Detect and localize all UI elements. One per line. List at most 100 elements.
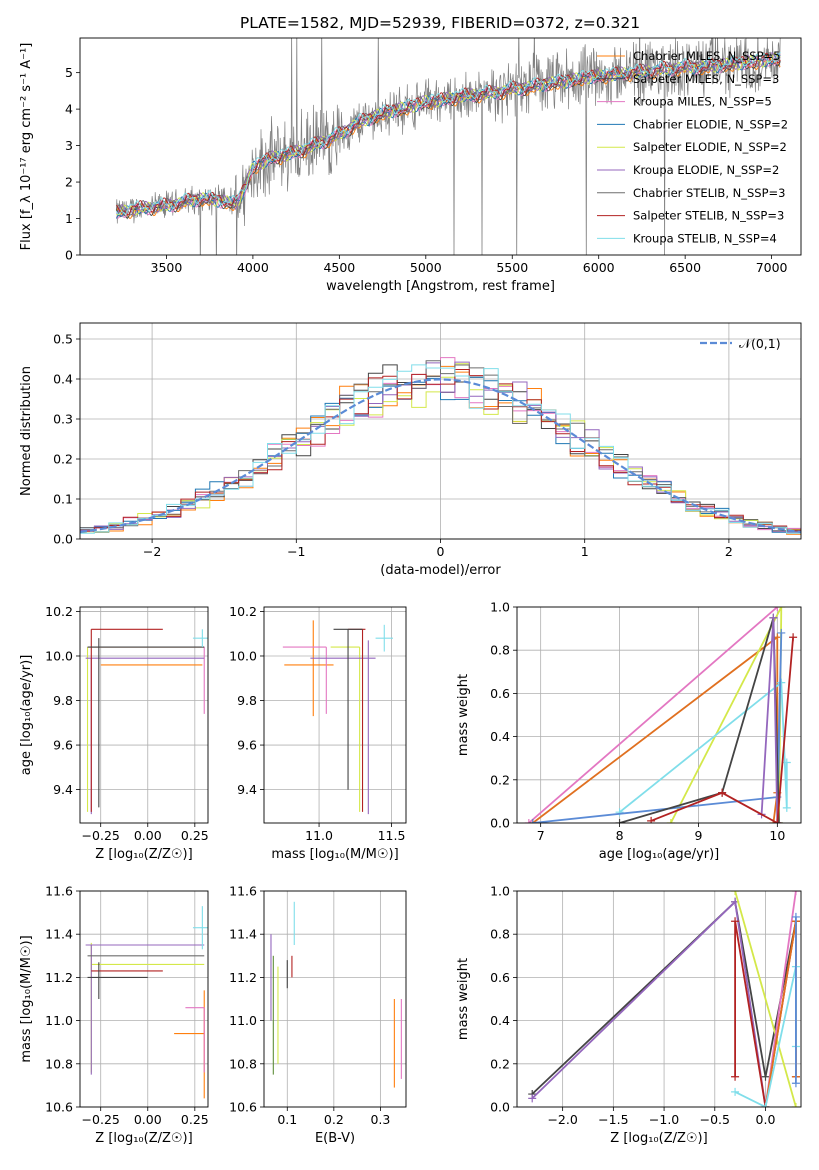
weight-marker [782,803,791,812]
gaussian-curve [80,378,801,534]
weight-marker [731,891,740,895]
spectrum-legend: Chabrier MILES, N_SSP=5 Salpeter MILES, N… [597,49,788,245]
y-tick-label: 0.0 [490,816,510,831]
weight-marker [528,819,537,823]
axes-frame [79,322,802,540]
x-axis-label: wavelength [Angstrom, rest frame] [326,279,555,294]
x-tick-label: 0.25 [181,828,209,843]
plot-area [115,38,781,255]
weight-line [532,632,783,823]
weight-marker [791,912,800,921]
x-tick-label: 5500 [496,260,528,275]
axes-frame [79,37,802,256]
y-tick-label: 0.0 [53,532,73,547]
weight-marker [777,678,786,687]
weight-line [669,607,783,823]
weight-series-8 [791,912,800,1088]
x-tick-label: 0.3 [370,1112,390,1127]
error-bar-point-2 [86,646,205,812]
y-tick-label: 11.4 [45,927,73,942]
x-tick-label: 0.2 [324,1112,344,1127]
weight-series-8 [647,633,798,823]
weight-marker [731,917,740,926]
error-bar-point-3 [185,1007,205,1073]
y-tick-label: 10.0 [45,648,73,663]
axes-frame [79,890,209,1108]
y-tick-label: 5 [65,65,73,80]
y-tick-label: 10.2 [229,604,257,619]
x-tick-label: 9 [694,828,702,843]
weight-marker [647,816,656,823]
legend-label-7: Chabrier STELIB, N_SSP=3 [633,186,785,200]
y-tick-label: 9.8 [53,693,73,708]
x-tick-label: 4500 [323,260,355,275]
y-tick-label: 11.2 [229,970,257,985]
x-tick-label: 2 [725,544,733,559]
weight-series-6 [761,917,800,1107]
x-tick-label: 6000 [583,260,615,275]
panel-weight-vs-Z: −2.0 −1.5 −1.0 −0.5 0.0 0.0 0.2 0.4 0.6 0.8 1.0 Z [… [456,884,802,1146]
model-spectrum-8 [116,52,781,216]
legend-label-4: Chabrier ELODIE, N_SSP=2 [633,117,788,131]
y-tick-label: 0.6 [490,686,510,701]
legend-label-5: Salpeter ELODIE, N_SSP=2 [633,140,787,154]
weight-marker [761,1103,770,1107]
error-bar-point-5 [348,628,366,812]
y-tick-label: 0.8 [490,643,510,658]
weight-marker [718,788,727,797]
y-tick-label: 2 [65,175,73,190]
weight-marker [615,808,624,817]
weight-line [532,635,779,823]
y-axis-label: mass [log₁₀(M/M☉)] [19,935,34,1062]
axes-frame [516,890,802,1108]
error-bar-point-6 [333,628,363,790]
y-tick-label: 0.8 [490,927,510,942]
figure-title: PLATE=1582, MJD=52939, FIBERID=0372, z=0… [240,14,640,32]
x-axis-label: Z [log₁₀(Z/Z☉)] [95,847,192,862]
plot-area [524,607,798,823]
y-axis-label: age [log₁₀(age/yr)] [19,655,34,776]
x-tick-label: 6500 [669,260,701,275]
error-bar-point-2 [330,646,361,812]
error-bar-point-5 [90,628,163,812]
y-tick-label: 0.2 [53,452,73,467]
y-tick-label: 11.6 [45,884,73,899]
gaussian-legend-label: 𝒩(0,1) [739,336,781,351]
weight-marker [789,633,798,642]
weight-series-4 [731,891,800,1107]
axes-frame [263,606,407,824]
weight-marker [791,1079,800,1088]
error-bar-point-7 [192,629,208,648]
error-bar-point-3 [282,646,327,714]
model-spectrum-9 [115,51,781,215]
y-tick-label: 0.1 [53,492,73,507]
weight-marker [782,758,791,767]
weight-marker [777,607,786,611]
legend-label-2: Salpeter MILES, N_SSP=3 [633,72,779,86]
error-bar-point-1 [284,620,334,717]
panel-spectrum: 3500 4000 4500 5000 5500 6000 6500 7000 0 1 2 3 4 5 wa… [19,37,802,294]
x-tick-label: −0.5 [700,1112,730,1127]
error-bar-point-4 [85,944,205,1075]
weight-marker [777,628,786,637]
error-bar-point-6 [87,962,148,999]
y-tick-label: 0.3 [53,412,73,427]
x-tick-label: 0.00 [134,828,162,843]
legend-label-6: Kroupa ELODIE, N_SSP=2 [633,163,779,177]
weight-line [619,680,788,813]
x-tick-label: 3500 [151,260,183,275]
weight-marker [615,819,624,823]
y-tick-label: 0.4 [53,372,73,387]
y-tick-label: 9.6 [53,738,73,753]
x-tick-label: −2.0 [547,1112,577,1127]
error-bar-point-4 [85,657,205,815]
weight-line [528,607,778,823]
x-tick-label: −1.5 [598,1112,628,1127]
y-tick-label: 11.6 [229,884,257,899]
x-tick-label: 0.0 [756,1112,776,1127]
y-tick-label: 4 [65,102,73,117]
error-bar-point-6 [87,638,205,808]
weight-marker [773,607,782,611]
x-axis-label: E(B-V) [315,1131,355,1146]
weight-marker [791,1103,800,1107]
